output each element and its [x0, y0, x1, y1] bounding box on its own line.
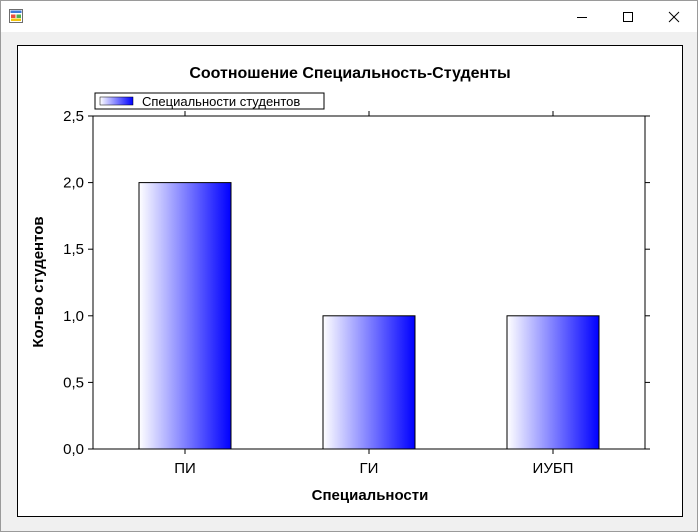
legend: Специальности студентов [94, 92, 325, 110]
close-button[interactable] [651, 1, 697, 32]
legend-box [94, 92, 325, 110]
y-axis-label: Кол-во студентов [30, 216, 47, 347]
y-tick-label: 0,0 [63, 441, 84, 458]
title-bar[interactable] [1, 1, 697, 32]
chart-panel: Соотношение Специальность-Студенты Специ… [17, 45, 683, 517]
bar [506, 315, 600, 450]
y-tick-label: 0,5 [63, 374, 84, 391]
y-tick-label: 1,5 [63, 241, 84, 258]
y-tick-label: 2,0 [63, 175, 84, 192]
x-axis-label: Специальности [312, 487, 429, 504]
x-tick-label: ГИ [360, 460, 379, 477]
legend-label: Специальности студентов [142, 94, 300, 109]
maximize-button[interactable] [605, 1, 651, 32]
y-axis: 0,0 0,5 1,0 1,5 2,0 2,5 [63, 108, 650, 458]
minimize-icon [577, 16, 587, 18]
chart-title: Соотношение Специальность-Студенты [189, 65, 510, 82]
bars [138, 182, 600, 450]
maximize-icon [623, 11, 633, 22]
close-icon [668, 11, 680, 22]
x-tick-label: ПИ [174, 460, 196, 477]
app-icon [9, 9, 23, 23]
x-axis: ПИ ГИ ИУБП [174, 111, 573, 477]
bar [322, 315, 416, 450]
bar [138, 182, 232, 450]
legend-swatch [99, 96, 134, 106]
y-tick-label: 1,0 [63, 308, 84, 325]
x-tick-label: ИУБП [533, 460, 574, 477]
y-tick-label: 2,5 [63, 108, 84, 125]
minimize-button[interactable] [559, 1, 605, 32]
bar-chart: Соотношение Специальность-Студенты Специ… [30, 65, 650, 504]
